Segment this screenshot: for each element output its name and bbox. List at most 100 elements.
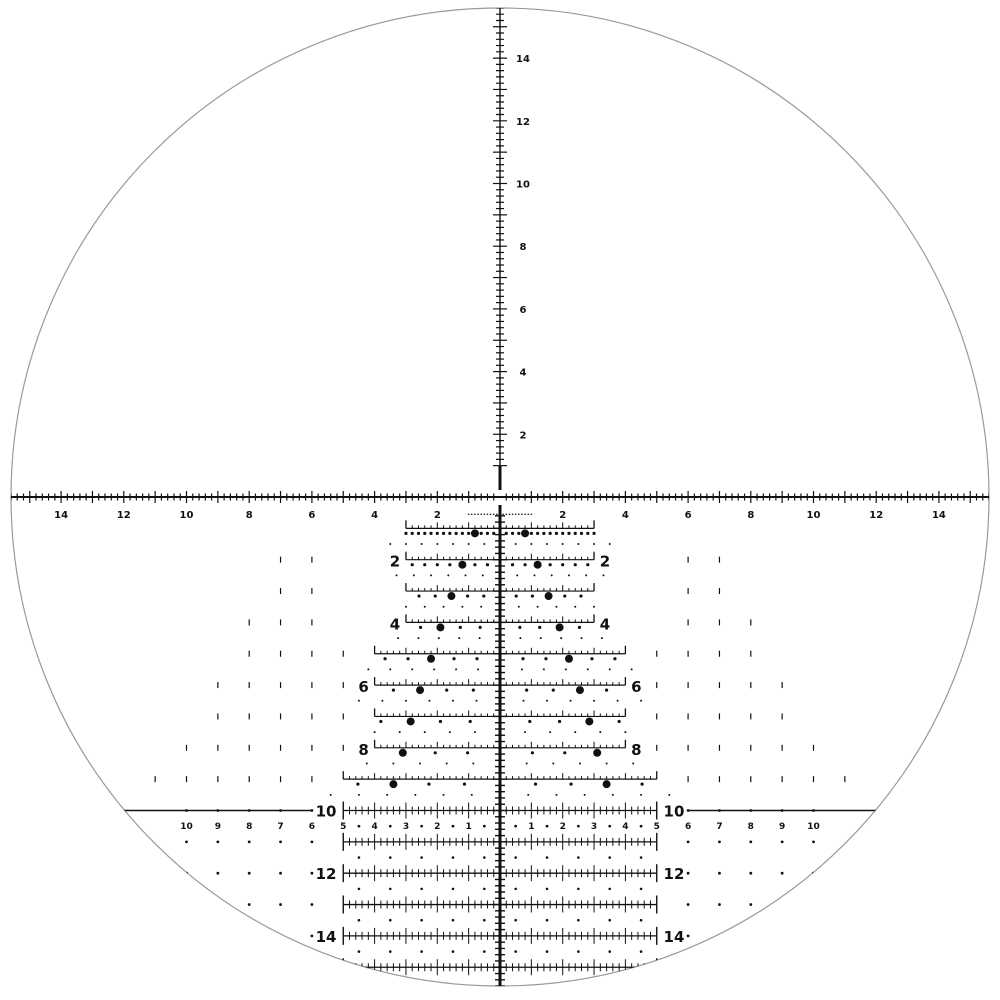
outer-dot: [279, 840, 282, 844]
ladder-label-left: 14: [316, 928, 337, 946]
half-row-dot: [442, 793, 445, 796]
half-row-dot: [386, 793, 389, 796]
drop-row-label-left: 8: [358, 741, 368, 759]
half-row-dot: [392, 762, 395, 765]
ladder-half-dot: [608, 950, 612, 953]
half-row-dot: [483, 543, 486, 546]
hold-dot: [530, 594, 534, 598]
hold-dot: [640, 782, 644, 786]
half-row-dot: [373, 731, 376, 734]
hold-dot: [406, 657, 410, 661]
dotted-mark: [508, 513, 511, 516]
hold-dot: [448, 563, 452, 567]
ladder-half-dot: [357, 918, 361, 922]
half-row-dot: [423, 731, 426, 734]
hold-dot: [514, 594, 518, 598]
half-row-dot: [455, 668, 458, 671]
ladder-half-dot: [514, 887, 517, 891]
ladder-half-dot: [388, 856, 392, 859]
outer-dot: [310, 934, 314, 938]
hold-dot: [417, 594, 421, 598]
horizontal-label-right: 12: [869, 510, 883, 521]
ladder-half-dot: [483, 950, 486, 953]
drop-row-label-left: 6: [358, 678, 368, 696]
half-row-dot: [329, 793, 332, 796]
hold-dot: [356, 782, 360, 786]
hold-dot: [510, 531, 515, 535]
ladder-half-dot: [357, 856, 361, 859]
hold-dot: [429, 531, 433, 535]
dotted-mark: [474, 513, 476, 516]
half-row-dot: [593, 605, 596, 608]
half-row-dot: [555, 605, 558, 608]
dotted-mark: [470, 513, 473, 516]
outer-scale-label-right: 9: [779, 822, 785, 832]
vertical-label: 4: [520, 368, 527, 379]
half-row-dot: [404, 605, 407, 608]
hold-dot: [452, 657, 456, 661]
half-row-dot: [414, 793, 417, 796]
hold-dot: [561, 531, 565, 535]
wind-scale-label-left: 1: [466, 822, 472, 832]
half-row-dot: [470, 793, 473, 796]
dotted-mark: [489, 513, 492, 516]
ladder-label-right: 10: [664, 803, 685, 821]
half-row-dot: [608, 668, 611, 671]
half-row-dot: [527, 793, 530, 796]
outer-scale-label-left: 10: [180, 822, 193, 832]
outer-dot: [686, 903, 690, 906]
wind-hold-dot: [416, 686, 425, 695]
hold-dot: [518, 625, 522, 630]
ladder-half-dot: [514, 950, 517, 953]
wind-scale-dot: [357, 824, 361, 828]
half-row-dot: [536, 605, 539, 608]
outer-dot: [812, 965, 815, 969]
outer-dot: [686, 840, 690, 844]
outer-dot: [216, 871, 220, 875]
ladder-half-dot: [483, 856, 486, 859]
drop-row-label-right: 4: [600, 615, 610, 633]
ladder-label-left: 10: [316, 803, 337, 821]
half-row-dot: [530, 543, 533, 546]
ladder-half-dot: [577, 918, 580, 922]
half-row-dot: [564, 668, 567, 671]
half-row-dot: [525, 762, 528, 765]
drop-row-label-left: 2: [390, 553, 400, 571]
half-row-dot: [600, 637, 603, 640]
hold-dot: [445, 688, 449, 692]
outer-scale-label-right: 7: [716, 822, 722, 832]
half-row-dot: [602, 574, 605, 577]
dotted-mark: [505, 513, 508, 516]
hold-dot: [454, 531, 458, 535]
wind-scale-label-right: 5: [654, 822, 660, 832]
half-row-dot: [447, 574, 450, 577]
hold-dot: [523, 563, 527, 567]
horizontal-label-right: 14: [932, 510, 946, 521]
outer-dot: [718, 965, 721, 969]
outer-dot: [185, 903, 188, 906]
half-row-dot: [357, 793, 360, 796]
outer-dot: [310, 871, 314, 875]
wind-hold-dot: [470, 529, 479, 538]
hold-dot: [435, 531, 439, 535]
half-row-dot: [539, 637, 542, 640]
outer-dot: [216, 903, 220, 906]
outer-dot: [279, 871, 282, 875]
outer-dot: [780, 903, 784, 906]
wind-hold-dot: [602, 780, 611, 789]
wind-scale-dot: [545, 824, 549, 828]
outer-dot: [749, 840, 753, 844]
outer-dot: [686, 965, 690, 969]
wind-scale-dot: [608, 824, 612, 828]
half-row-dot: [574, 605, 577, 608]
half-row-dot: [367, 668, 370, 671]
hold-dot: [416, 531, 421, 535]
drop-row-label-left: 4: [390, 615, 400, 633]
dotted-mark: [527, 513, 530, 516]
hold-dot: [577, 625, 582, 630]
half-row-dot: [577, 543, 580, 546]
half-row-dot: [599, 731, 602, 734]
hold-dot: [529, 531, 533, 535]
half-row-dot: [475, 699, 478, 702]
